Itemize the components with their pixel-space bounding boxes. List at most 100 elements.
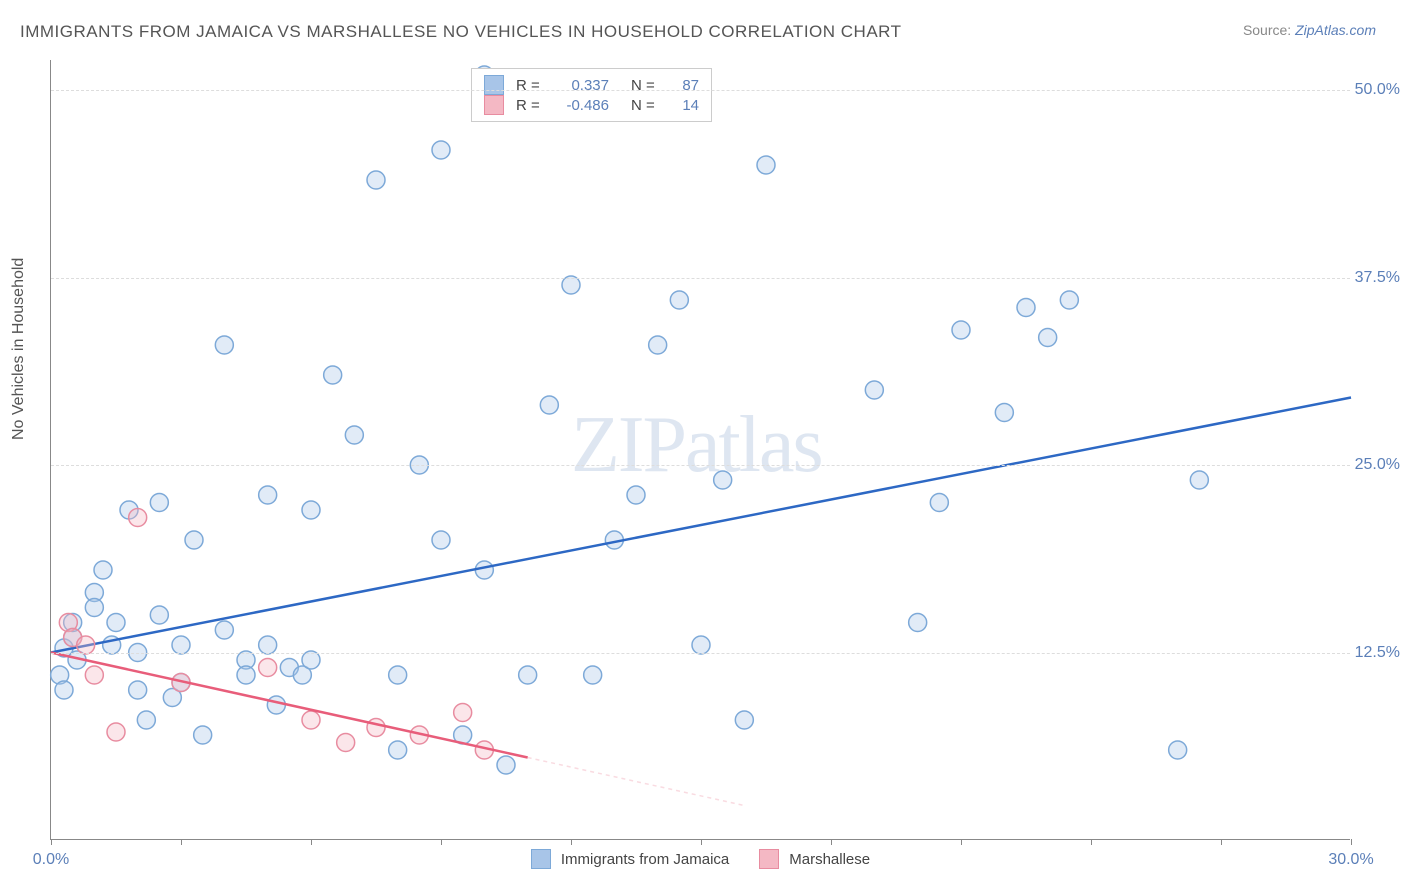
- r-label: R =: [516, 97, 544, 114]
- x-tick: [1351, 839, 1352, 845]
- source-label: Source:: [1243, 22, 1291, 38]
- x-tick: [311, 839, 312, 845]
- y-tick-label: 50.0%: [1355, 81, 1400, 99]
- data-point: [519, 666, 537, 684]
- source-attribution: Source: ZipAtlas.com: [1243, 22, 1376, 38]
- x-tick: [961, 839, 962, 845]
- data-point: [714, 471, 732, 489]
- gridline: [51, 90, 1350, 91]
- data-point: [259, 636, 277, 654]
- data-point: [757, 156, 775, 174]
- data-point: [562, 276, 580, 294]
- data-point: [259, 659, 277, 677]
- data-point: [107, 614, 125, 632]
- data-point: [129, 509, 147, 527]
- gridline: [51, 278, 1350, 279]
- data-point: [77, 636, 95, 654]
- chart-title: IMMIGRANTS FROM JAMAICA VS MARSHALLESE N…: [20, 22, 902, 42]
- legend-row: R = -0.486 N = 14: [484, 95, 699, 115]
- data-point: [432, 531, 450, 549]
- data-point: [952, 321, 970, 339]
- data-point: [367, 171, 385, 189]
- data-point: [865, 381, 883, 399]
- trend-line-dashed: [528, 758, 745, 806]
- data-point: [584, 666, 602, 684]
- x-tick: [701, 839, 702, 845]
- data-point: [215, 336, 233, 354]
- legend-swatch: [484, 95, 504, 115]
- data-point: [337, 734, 355, 752]
- data-point: [432, 141, 450, 159]
- n-label: N =: [631, 97, 659, 114]
- data-point: [1017, 299, 1035, 317]
- data-point: [129, 681, 147, 699]
- data-point: [324, 366, 342, 384]
- legend-label: Immigrants from Jamaica: [561, 851, 729, 868]
- data-point: [692, 636, 710, 654]
- data-point: [909, 614, 927, 632]
- data-point: [735, 711, 753, 729]
- data-point: [930, 494, 948, 512]
- data-point: [1190, 471, 1208, 489]
- y-tick-label: 12.5%: [1355, 644, 1400, 662]
- data-point: [137, 711, 155, 729]
- legend-row: R = 0.337 N = 87: [484, 75, 699, 95]
- legend-swatch: [484, 75, 504, 95]
- data-point: [540, 396, 558, 414]
- data-point: [302, 711, 320, 729]
- x-tick: [51, 839, 52, 845]
- legend-swatch: [531, 849, 551, 869]
- source-link[interactable]: ZipAtlas.com: [1295, 22, 1376, 38]
- r-value: -0.486: [554, 97, 609, 114]
- x-tick: [571, 839, 572, 845]
- x-tick: [831, 839, 832, 845]
- data-point: [1060, 291, 1078, 309]
- data-point: [670, 291, 688, 309]
- data-point: [259, 486, 277, 504]
- data-point: [215, 621, 233, 639]
- data-point: [995, 404, 1013, 422]
- x-tick: [441, 839, 442, 845]
- legend-label: Marshallese: [789, 851, 870, 868]
- data-point: [345, 426, 363, 444]
- legend-series: Immigrants from Jamaica Marshallese: [51, 849, 1350, 869]
- data-point: [367, 719, 385, 737]
- legend-correlation: R = 0.337 N = 87 R = -0.486 N = 14: [471, 68, 712, 122]
- x-tick-label: 30.0%: [1328, 851, 1373, 869]
- data-point: [185, 531, 203, 549]
- data-point: [389, 666, 407, 684]
- data-point: [302, 651, 320, 669]
- gridline: [51, 465, 1350, 466]
- trend-line: [51, 398, 1351, 653]
- plot-area: ZIPatlas R = 0.337 N = 87 R = -0.486 N =…: [50, 60, 1350, 840]
- legend-swatch: [759, 849, 779, 869]
- data-point: [237, 666, 255, 684]
- data-point: [94, 561, 112, 579]
- data-point: [85, 666, 103, 684]
- n-value: 14: [669, 97, 699, 114]
- data-point: [194, 726, 212, 744]
- data-point: [150, 606, 168, 624]
- x-tick: [181, 839, 182, 845]
- data-point: [1169, 741, 1187, 759]
- y-tick-label: 25.0%: [1355, 456, 1400, 474]
- y-tick-label: 37.5%: [1355, 269, 1400, 287]
- data-point: [267, 696, 285, 714]
- data-point: [55, 681, 73, 699]
- data-point: [107, 723, 125, 741]
- data-point: [172, 636, 190, 654]
- data-point: [497, 756, 515, 774]
- data-point: [1039, 329, 1057, 347]
- y-axis-label: No Vehicles in Household: [10, 258, 28, 440]
- data-point: [150, 494, 168, 512]
- data-point: [454, 704, 472, 722]
- x-tick: [1091, 839, 1092, 845]
- legend-item: Marshallese: [759, 849, 870, 869]
- legend-item: Immigrants from Jamaica: [531, 849, 729, 869]
- chart-svg: [51, 60, 1350, 839]
- data-point: [85, 599, 103, 617]
- x-tick-label: 0.0%: [33, 851, 69, 869]
- data-point: [649, 336, 667, 354]
- data-point: [389, 741, 407, 759]
- gridline: [51, 653, 1350, 654]
